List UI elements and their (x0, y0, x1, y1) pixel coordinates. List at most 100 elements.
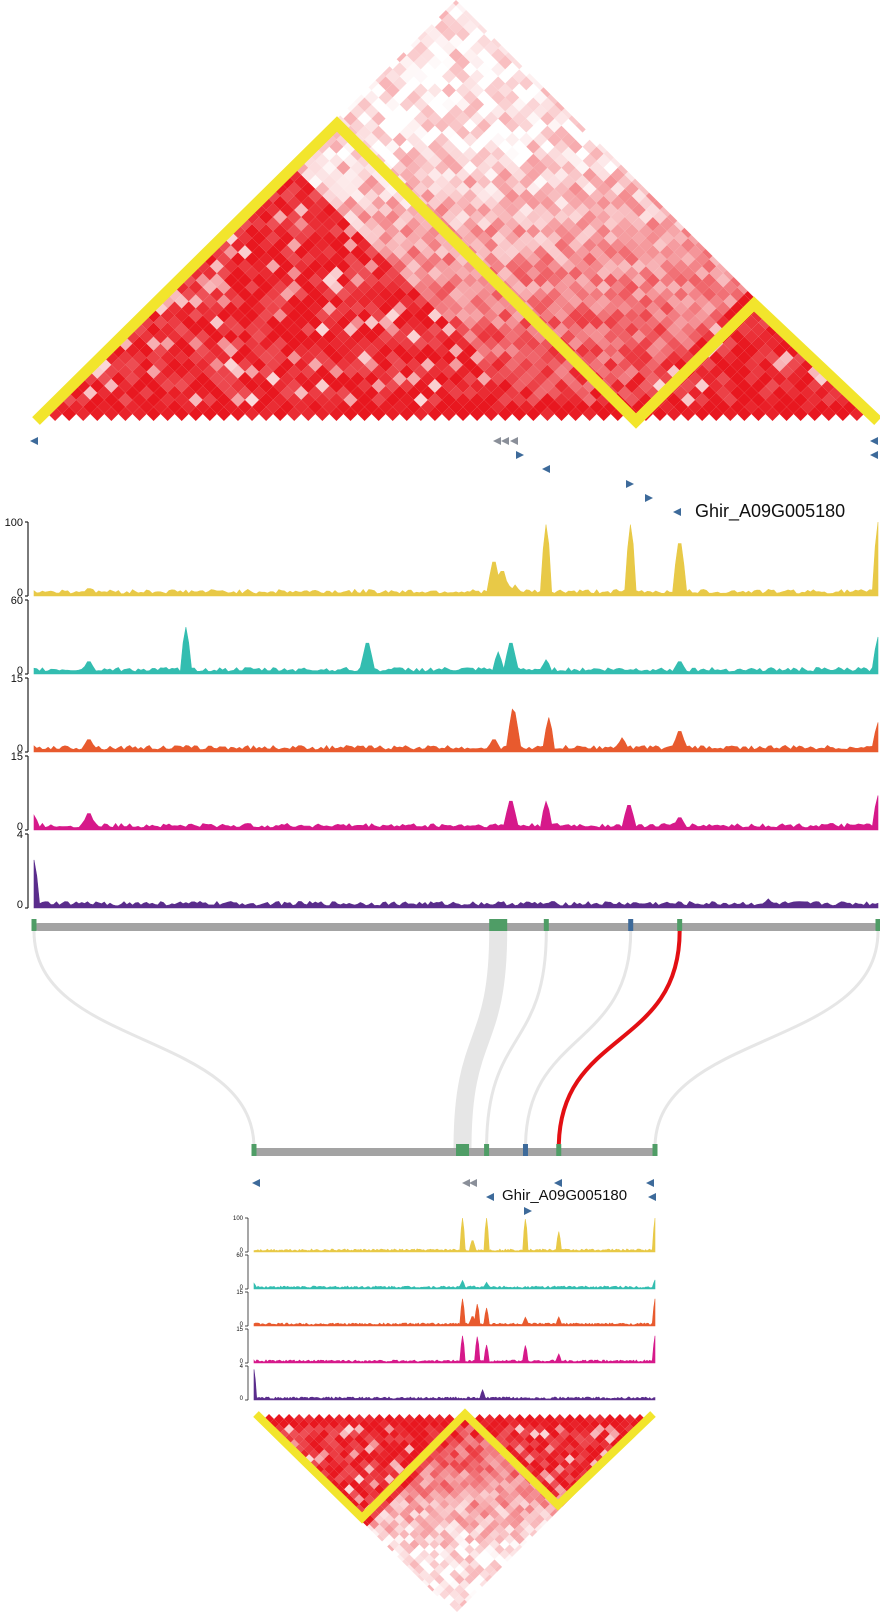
hic-heatmap-bottom-cells (254, 1414, 655, 1614)
hic-cell (524, 1494, 535, 1505)
hic-cell (301, 392, 316, 407)
gene-marker (469, 1179, 477, 1187)
hic-cell (464, 1474, 475, 1485)
hic-cell (554, 1464, 565, 1475)
hic-cell (202, 336, 217, 351)
hic-cell (216, 322, 231, 337)
hic-cell (448, 76, 464, 91)
hic-cell (568, 125, 583, 140)
hic-cell (526, 195, 541, 210)
hic-cell (132, 350, 147, 365)
hic-cell (484, 238, 499, 253)
hic-cell (273, 364, 288, 379)
hic-cell (574, 1414, 585, 1425)
hic-cell (336, 202, 351, 218)
hic-cell (329, 308, 344, 323)
hic-cell (441, 97, 456, 112)
hic-cell (464, 1484, 475, 1495)
hic-cell (301, 210, 316, 225)
hic-heatmap-top (32, 0, 880, 429)
hic-cell (484, 153, 499, 168)
hic-cell (339, 1439, 350, 1450)
hic-cell (245, 266, 260, 281)
hic-cell (519, 202, 534, 218)
hic-cell (456, 195, 471, 210)
hic-cell (273, 266, 288, 281)
hic-cell (264, 1414, 275, 1425)
hic-cell (230, 322, 245, 337)
hic-cell (350, 399, 365, 414)
hic-cell (55, 399, 70, 414)
hic-cell (464, 1544, 475, 1555)
hic-cell (434, 385, 449, 400)
hic-cell (385, 125, 400, 140)
hic-cell (439, 1569, 450, 1580)
hic-cell (237, 329, 253, 344)
hic-cell (456, 41, 471, 56)
hic-cell (216, 364, 231, 379)
hic-cell (146, 364, 161, 379)
hic-cell (554, 1444, 565, 1455)
hic-cell (737, 350, 752, 365)
hic-cell (751, 406, 766, 421)
hic-cell (104, 406, 119, 421)
hic-cell (456, 406, 471, 421)
hic-cell (399, 97, 414, 112)
hic-cell (526, 224, 541, 239)
hic-cell (479, 1449, 490, 1460)
gene-marker (252, 1179, 260, 1187)
hic-cell (230, 350, 245, 365)
hic-cell (174, 308, 189, 323)
hic-cell (533, 118, 548, 133)
hic-cell (160, 364, 175, 379)
hic-cell (216, 280, 231, 295)
hic-cell (474, 1414, 485, 1425)
hic-cell (539, 1509, 550, 1520)
hic-cell (202, 392, 217, 407)
tad-boundary-bottom (253, 1408, 656, 1524)
hic-cell (737, 322, 752, 337)
hic-cell (371, 97, 386, 112)
hic-cell (97, 385, 112, 400)
hic-cell (237, 385, 253, 400)
hic-cell (594, 1434, 605, 1445)
hic-cell (364, 202, 379, 218)
hic-cell (245, 308, 260, 323)
hic-cell (681, 322, 696, 337)
hic-cell (413, 97, 428, 112)
hic-cell (599, 1449, 610, 1460)
hic-cell (456, 55, 471, 70)
hic-cell (304, 1414, 315, 1425)
hic-cell (484, 111, 499, 126)
gene-marker (501, 437, 509, 445)
hic-cell (479, 1459, 490, 1470)
hic-cell (202, 308, 217, 323)
hic-cell (230, 280, 245, 295)
hic-cell (575, 217, 590, 232)
hic-cell (441, 406, 456, 421)
hic-cell (429, 1559, 440, 1570)
hic-cell (514, 1434, 525, 1445)
hic-cell (202, 406, 217, 421)
hic-cell (589, 202, 604, 218)
hic-cell (301, 238, 316, 253)
hic-cell (406, 174, 421, 189)
hic-cell (579, 1419, 590, 1430)
hic-cell (484, 210, 499, 225)
hic-cell (357, 406, 372, 421)
hic-cell (629, 1419, 640, 1430)
hic-cell (484, 364, 499, 379)
hic-cell (314, 1454, 325, 1465)
hic-cell (414, 1444, 425, 1455)
hic-cell (339, 1489, 350, 1500)
hic-cell (378, 399, 393, 414)
hic-cell (491, 62, 506, 77)
hic-cell (339, 1419, 350, 1430)
hic-cell (378, 118, 393, 133)
hic-cell (414, 1524, 425, 1535)
hic-cell (314, 1414, 325, 1425)
hic-cell (399, 111, 414, 126)
hic-cell (463, 118, 478, 133)
hic-cell (479, 1559, 490, 1570)
hic-cell (406, 315, 421, 330)
